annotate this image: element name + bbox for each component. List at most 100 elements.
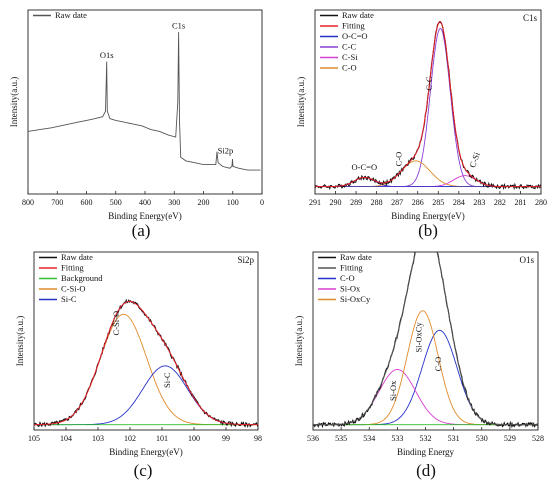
panel-title: O1s bbox=[519, 255, 534, 265]
x-tick-label: 529 bbox=[504, 434, 516, 443]
x-tick-label: 287 bbox=[391, 198, 403, 207]
legend-label: Raw date bbox=[55, 10, 87, 20]
y-axis-label: Intensity(a.u.) bbox=[15, 316, 25, 366]
peak-annotation: Si-Ox bbox=[388, 380, 398, 401]
x-tick-label: 535 bbox=[335, 434, 347, 443]
legend-label: C-O bbox=[342, 63, 357, 73]
series-c-o bbox=[313, 329, 538, 426]
x-axis-label: Binding Energy(eV) bbox=[108, 211, 182, 221]
x-tick-label: 530 bbox=[476, 434, 488, 443]
x-tick-label: 700 bbox=[51, 198, 63, 207]
x-tick-label: 285 bbox=[432, 198, 444, 207]
x-tick-label: 0 bbox=[260, 198, 264, 207]
x-tick-label: 600 bbox=[81, 198, 93, 207]
panel-caption: (b) bbox=[418, 221, 438, 240]
legend-label: Fitting bbox=[342, 21, 365, 31]
x-tick-label: 99 bbox=[222, 434, 230, 443]
legend-label: Si-Ox bbox=[340, 284, 361, 294]
chart-panel-b: 291 290 289 288 287 286 285 284 283 282 281 280 Bind… bbox=[296, 9, 547, 221]
chart-panel-c: 105 104 103 102 101 100 99 98 Binding Energy(eV)… bbox=[15, 251, 262, 457]
x-tick-label: 282 bbox=[494, 198, 506, 207]
x-tick-label: 291 bbox=[309, 198, 321, 207]
x-axis-label: Binding Energy(eV) bbox=[109, 447, 183, 457]
legend-label: O-C=O bbox=[342, 31, 368, 41]
x-tick-label: 528 bbox=[532, 434, 544, 443]
x-tick-label: 533 bbox=[391, 434, 403, 443]
legend-label: Fitting bbox=[61, 263, 84, 273]
chart-panel-a: 800 700 600 500 400 300 200 100 0 Binding Energy(… bbox=[9, 9, 264, 221]
peak-annotation: C-O bbox=[433, 357, 443, 372]
x-tick-label: 284 bbox=[453, 198, 465, 207]
legend-label: Raw date bbox=[340, 252, 372, 262]
peak-annotation: C-Si-O bbox=[111, 311, 121, 336]
y-axis-label: Intensity(a.u.) bbox=[296, 77, 306, 127]
legend-label: Si-C bbox=[61, 294, 77, 304]
legend-label: Si-OxCy bbox=[340, 294, 371, 304]
x-tick-label: 200 bbox=[198, 198, 210, 207]
panel-caption: (a) bbox=[132, 221, 151, 240]
plot-frame bbox=[27, 9, 263, 195]
x-tick-label: 536 bbox=[307, 434, 319, 443]
plot-area bbox=[28, 32, 261, 171]
legend-label: C-C bbox=[342, 42, 357, 52]
series-fitting bbox=[34, 300, 258, 426]
peak-annotation: Si-C bbox=[162, 372, 172, 388]
series-raw-date bbox=[34, 298, 258, 428]
legend-label: Fitting bbox=[340, 263, 363, 273]
x-axis-label: Binding Energy bbox=[397, 447, 455, 457]
x-tick-label: 532 bbox=[420, 434, 432, 443]
x-tick-label: 400 bbox=[139, 198, 151, 207]
peak-annotation: O-C=O bbox=[352, 162, 378, 172]
series-fitting bbox=[313, 252, 538, 426]
peak-annotation: C-Si bbox=[467, 150, 482, 169]
legend-label: Raw date bbox=[61, 252, 93, 262]
peak-annotation: Si-OxCy bbox=[413, 322, 423, 353]
x-axis-label: Binding Energy(eV) bbox=[391, 211, 465, 221]
peak-annotation: C1s bbox=[172, 20, 185, 30]
x-tick-label: 289 bbox=[350, 198, 362, 207]
x-tick-label: 800 bbox=[22, 198, 34, 207]
panel-caption: (d) bbox=[416, 461, 436, 480]
x-tick-label: 100 bbox=[188, 434, 200, 443]
panel-title: C1s bbox=[523, 13, 538, 23]
legend-label: C-O bbox=[340, 273, 355, 283]
legend-label: C-Si-O bbox=[61, 284, 86, 294]
panel-caption: (c) bbox=[134, 461, 153, 480]
peak-annotation: Si2p bbox=[218, 146, 234, 156]
x-tick-label: 500 bbox=[110, 198, 122, 207]
x-tick-label: 283 bbox=[473, 198, 485, 207]
x-tick-label: 100 bbox=[227, 198, 239, 207]
x-tick-label: 290 bbox=[330, 198, 342, 207]
x-tick-label: 280 bbox=[535, 198, 547, 207]
x-tick-label: 286 bbox=[412, 198, 424, 207]
series-c-o bbox=[315, 160, 541, 188]
x-tick-label: 104 bbox=[60, 434, 72, 443]
x-tick-label: 288 bbox=[371, 198, 383, 207]
series-c-si-o bbox=[34, 313, 258, 426]
legend: Raw date bbox=[33, 10, 87, 20]
panel-title: Si2p bbox=[237, 255, 254, 265]
series-si-c bbox=[34, 365, 258, 426]
x-tick-label: 98 bbox=[254, 434, 262, 443]
y-axis-label: Intensity(a.u.) bbox=[294, 316, 304, 366]
legend-label: Background bbox=[61, 273, 103, 283]
plot-area bbox=[34, 298, 258, 428]
x-tick-label: 102 bbox=[124, 434, 136, 443]
plot-area bbox=[313, 252, 538, 429]
peak-annotation: C-O bbox=[393, 152, 403, 167]
series-si-ox bbox=[313, 369, 538, 426]
plot-frame bbox=[33, 251, 259, 431]
x-tick-label: 531 bbox=[448, 434, 460, 443]
peak-annotation: O1s bbox=[100, 50, 114, 60]
x-tick-label: 281 bbox=[514, 198, 526, 207]
x-tick-label: 300 bbox=[168, 198, 180, 207]
peak-annotation: C-C bbox=[424, 76, 434, 91]
series-raw-date bbox=[313, 252, 538, 429]
x-tick-label: 105 bbox=[28, 434, 40, 443]
chart-panel-d: 536 535 534 533 532 531 530 529 528 Binding Energ… bbox=[294, 251, 544, 457]
x-tick-label: 101 bbox=[156, 434, 168, 443]
